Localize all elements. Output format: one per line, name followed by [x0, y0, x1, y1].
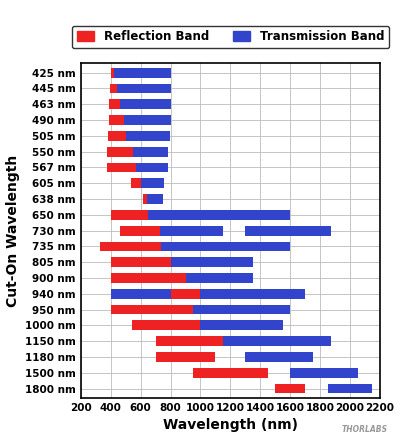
Bar [328, 384, 372, 393]
Bar [111, 257, 171, 267]
Bar [133, 147, 168, 156]
Bar [111, 289, 170, 299]
Bar [275, 384, 305, 393]
Bar [124, 115, 170, 125]
Bar [120, 99, 170, 109]
Bar [126, 131, 170, 141]
Bar [223, 336, 331, 346]
X-axis label: Wavelength (nm): Wavelength (nm) [163, 418, 298, 432]
Bar [132, 321, 200, 330]
Bar [131, 178, 142, 188]
Bar [147, 194, 163, 204]
Bar [108, 115, 124, 125]
Bar [108, 131, 126, 141]
Bar [290, 368, 358, 378]
Bar [111, 273, 186, 283]
Bar [142, 178, 164, 188]
Bar [170, 289, 200, 299]
Bar [114, 68, 170, 78]
Bar [109, 99, 120, 109]
Bar [186, 273, 253, 283]
Bar [156, 336, 223, 346]
Bar [193, 305, 290, 314]
Legend: Reflection Band, Transmission Band: Reflection Band, Transmission Band [72, 25, 389, 48]
Bar [107, 162, 136, 172]
Bar [161, 241, 290, 251]
Bar [120, 226, 160, 236]
Bar [156, 352, 216, 362]
Bar [143, 194, 147, 204]
Bar [148, 210, 290, 220]
Bar [111, 68, 114, 78]
Bar [245, 226, 331, 236]
Bar [100, 241, 161, 251]
Bar [193, 368, 268, 378]
Bar [136, 162, 168, 172]
Bar [245, 352, 313, 362]
Text: THORLABS: THORLABS [342, 424, 388, 434]
Bar [118, 84, 170, 93]
Bar [111, 305, 193, 314]
Bar [111, 210, 148, 220]
Bar [200, 321, 283, 330]
Bar [110, 84, 118, 93]
Y-axis label: Cut-On Wavelength: Cut-On Wavelength [6, 155, 20, 307]
Bar [160, 226, 223, 236]
Bar [171, 257, 253, 267]
Bar [107, 147, 133, 156]
Bar [200, 289, 305, 299]
